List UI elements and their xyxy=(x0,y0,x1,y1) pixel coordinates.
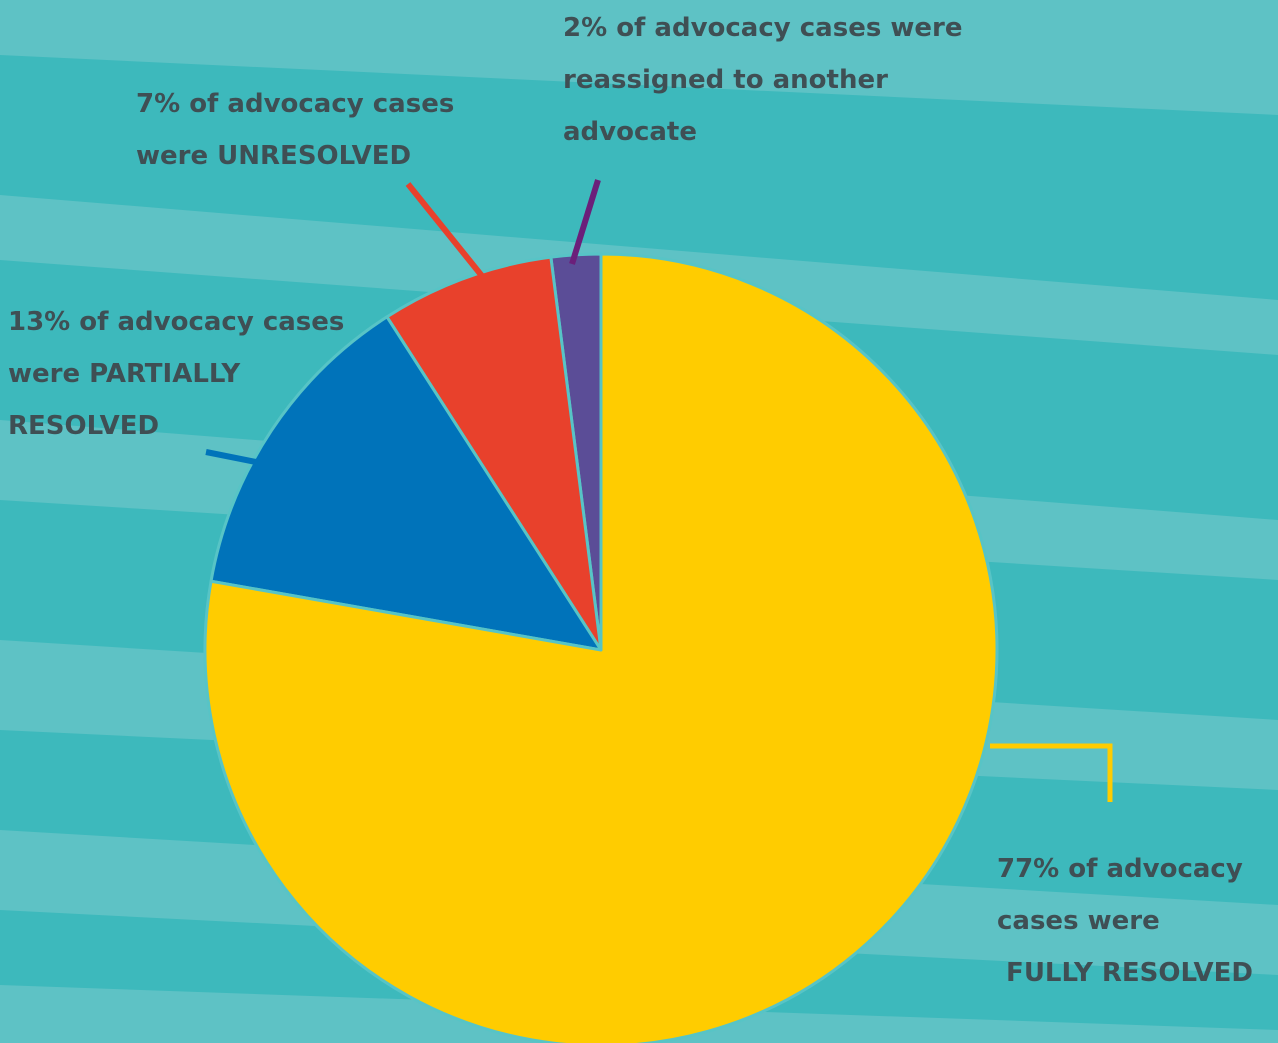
slice-label-line: reassigned to another xyxy=(563,54,962,106)
slice-label-line: 77% of advocacy xyxy=(997,843,1253,895)
slice-label-line: RESOLVED xyxy=(8,400,344,452)
leader-line-unresolved xyxy=(408,184,482,276)
slice-label-line: were PARTIALLY xyxy=(8,348,344,400)
slice-label-unresolved: 7% of advocacy cases were UNRESOLVED xyxy=(136,78,454,182)
slice-label-line: cases were xyxy=(997,895,1253,947)
slice-label-partially-resolved: 13% of advocacy cases were PARTIALLY RES… xyxy=(8,296,344,452)
slice-label-line: advocate xyxy=(563,106,962,158)
leader-line-reassigned xyxy=(572,180,598,264)
slice-label-line: 7% of advocacy cases xyxy=(136,78,454,130)
leader-line-partially-resolved xyxy=(206,452,256,462)
slice-label-line: were UNRESOLVED xyxy=(136,130,454,182)
slice-label-line: 13% of advocacy cases xyxy=(8,296,344,348)
leader-line-fully-resolved xyxy=(990,746,1110,802)
slice-label-fully-resolved: 77% of advocacy cases were FULLY RESOLVE… xyxy=(997,843,1253,999)
slice-label-reassigned: 2% of advocacy cases were reassigned to … xyxy=(563,2,962,158)
slice-label-line: FULLY RESOLVED xyxy=(997,947,1253,999)
slice-label-line: 2% of advocacy cases were xyxy=(563,2,962,54)
